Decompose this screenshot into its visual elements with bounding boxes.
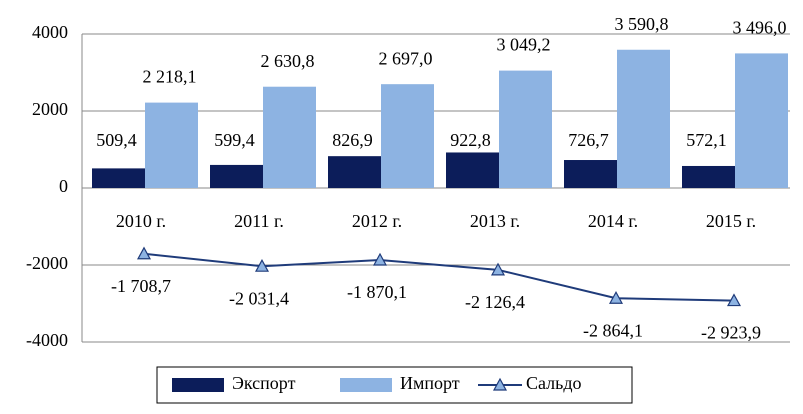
y-tick-label: -2000 [26,253,68,273]
legend-label: Импорт [400,373,460,393]
bar [145,102,198,188]
data-label: -2 923,9 [701,323,761,343]
marker [372,252,388,266]
bar [381,84,434,188]
y-tick-label: 0 [59,176,68,196]
bar [328,156,381,188]
legend-label: Сальдо [526,373,582,393]
y-tick-label: 4000 [32,22,68,42]
legend-label: Экспорт [232,373,296,393]
bar [92,168,145,188]
data-label: -2 031,4 [229,288,289,308]
y-tick-label: 2000 [32,99,68,119]
data-label: -1 870,1 [347,282,407,302]
bar [735,53,788,189]
bar [210,164,263,188]
legend-swatch [172,378,224,392]
x-tick-label: 2012 г. [352,211,402,231]
marker [136,246,152,260]
x-tick-label: 2013 г. [470,211,520,231]
marker [726,293,742,307]
data-label: -2 126,4 [465,292,525,312]
data-label: 2 630,8 [261,51,315,71]
data-label: 3 590,8 [615,14,669,34]
marker [254,258,270,272]
data-label: 599,4 [214,130,255,150]
data-label: 3 049,2 [497,35,551,55]
data-label: 726,7 [568,130,609,150]
legend-marker [492,377,508,391]
marker [608,291,624,304]
marker [490,262,506,276]
bar [263,86,316,188]
data-label: -1 708,7 [111,276,171,296]
legend-box [156,366,633,404]
x-tick-label: 2010 г. [116,211,166,231]
data-label: -2 864,1 [583,320,643,340]
data-label: 509,4 [96,130,137,150]
line [143,252,735,302]
legend-swatch [340,378,392,392]
x-tick-label: 2011 г. [234,211,284,231]
bar [617,49,670,189]
x-tick-label: 2014 г. [588,211,638,231]
x-tick-label: 2015 г. [706,211,756,231]
bar [564,160,617,188]
data-label: 2 697,0 [379,48,433,68]
data-label: 922,8 [450,130,491,150]
bar [499,70,552,188]
data-label: 826,9 [332,130,373,150]
bar [446,152,499,188]
data-label: 2 218,1 [143,67,197,87]
bar [682,165,735,188]
data-label: 572,1 [686,130,727,150]
y-tick-label: -4000 [26,330,68,350]
data-label: 3 496,0 [733,18,787,38]
